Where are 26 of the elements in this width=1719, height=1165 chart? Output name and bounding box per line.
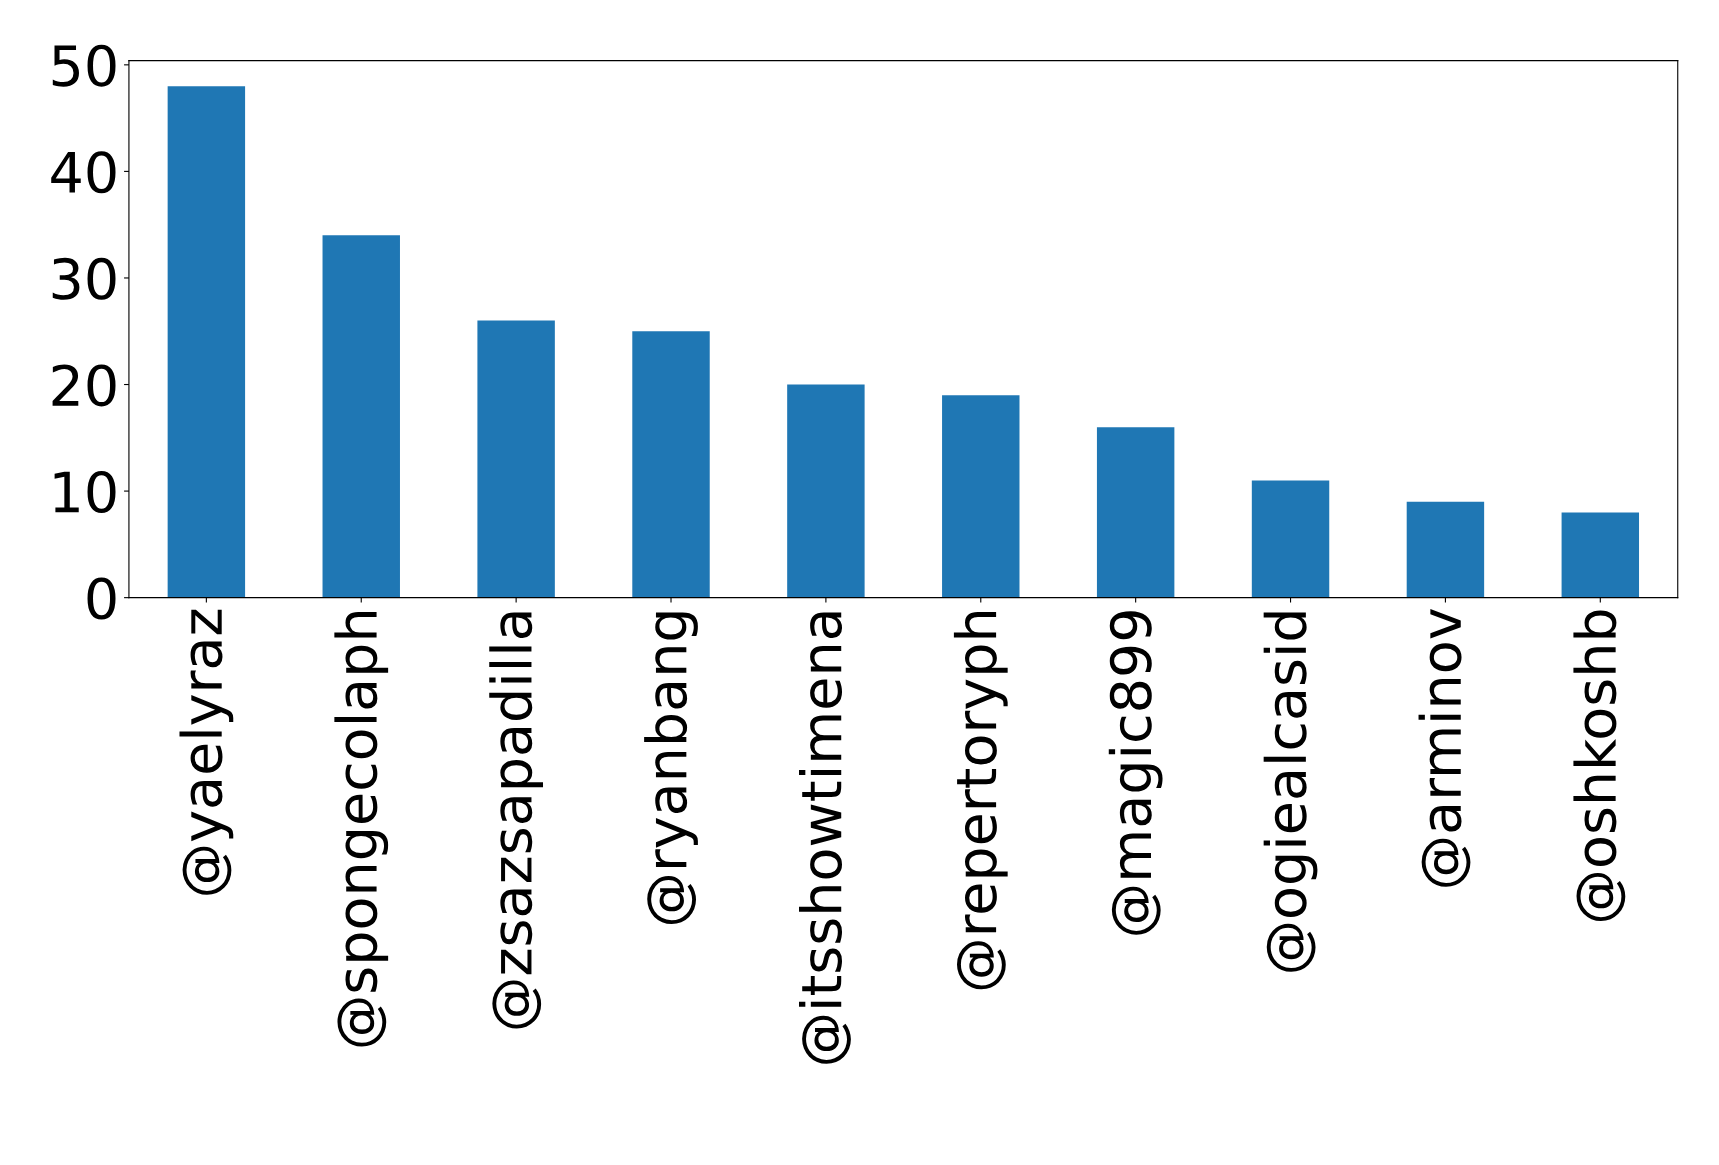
x-tick-label: @repertoryph [953, 612, 1008, 990]
x-tick-label: @ryanbang [644, 612, 698, 925]
bar [167, 86, 246, 598]
bar [1561, 512, 1640, 598]
bar [477, 320, 555, 598]
x-tick-label: @oshkoshb [1573, 610, 1626, 921]
y-tick-label: 20 [52, 364, 116, 407]
x-tick-label: @ogiealcasid [1263, 612, 1318, 972]
bar [787, 384, 865, 598]
x-tick-label: @spongecolaph [334, 612, 389, 1047]
y-tick-label: 0 [87, 577, 116, 620]
x-tick-label: @yaelyraz [179, 609, 234, 895]
x-tick-label: @itsshowtimena [799, 612, 851, 1064]
bar [322, 235, 400, 598]
y-tick-label: 10 [54, 470, 116, 513]
y-tick-label: 40 [51, 151, 116, 194]
y-tick-label: 30 [52, 257, 116, 300]
y-tick-label: 50 [52, 44, 116, 87]
bar [1251, 480, 1330, 598]
bar [1096, 427, 1175, 598]
bar [1406, 501, 1485, 598]
x-tick-label: @magic899 [1108, 611, 1163, 935]
bar [942, 395, 1020, 598]
bar [632, 331, 710, 598]
x-tick-label: @arminov [1418, 609, 1471, 887]
x-tick-label: @zsazsapadilla [489, 612, 544, 1029]
